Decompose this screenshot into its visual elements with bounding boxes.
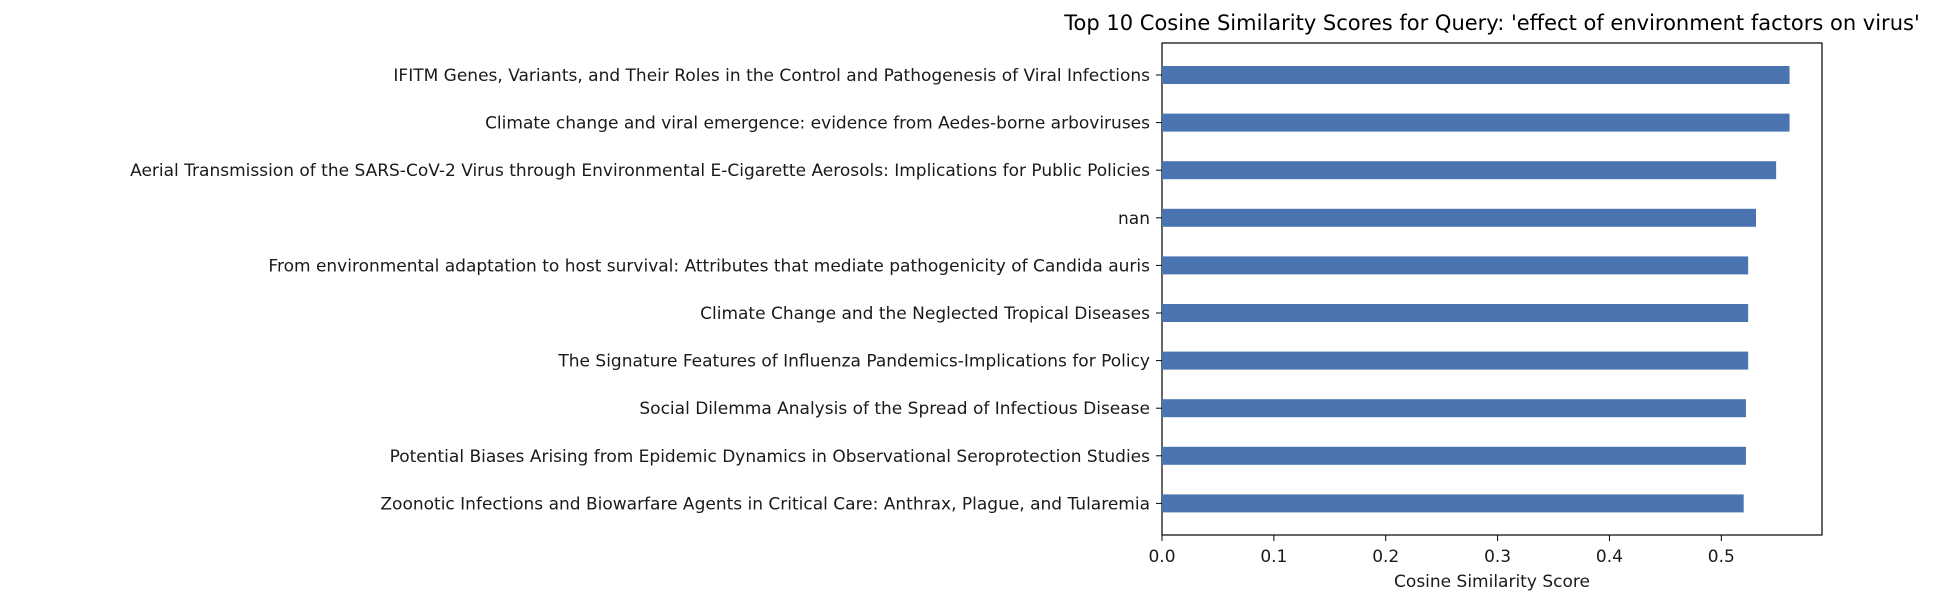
bar-7 <box>1162 399 1746 418</box>
x-tick-label: 0.3 <box>1484 547 1511 567</box>
bar-4 <box>1162 256 1749 275</box>
y-tick-label: Potential Biases Arising from Epidemic D… <box>390 447 1151 467</box>
x-axis-ticks: 0.0 0.1 0.2 0.3 0.4 0.5 <box>1148 535 1735 567</box>
y-tick-label: IFITM Genes, Variants, and Their Roles i… <box>393 66 1150 86</box>
bar-2 <box>1162 161 1777 180</box>
x-tick-label: 0.2 <box>1372 547 1399 567</box>
y-axis-ticks: IFITM Genes, Variants, and Their Roles i… <box>130 66 1162 514</box>
bar-9 <box>1162 494 1744 513</box>
y-tick-label: From environmental adaptation to host su… <box>268 256 1150 276</box>
bars <box>1162 66 1790 513</box>
y-tick-label: Social Dilemma Analysis of the Spread of… <box>639 399 1150 419</box>
bar-0 <box>1162 66 1790 84</box>
x-tick-label: 0.1 <box>1260 547 1287 567</box>
bar-1 <box>1162 113 1790 132</box>
y-tick-label: Climate change and viral emergence: evid… <box>485 114 1150 134</box>
bar-8 <box>1162 446 1746 465</box>
y-tick-label: nan <box>1118 209 1150 229</box>
chart-title: Top 10 Cosine Similarity Scores for Quer… <box>1063 11 1919 35</box>
bar-5 <box>1162 304 1749 322</box>
x-tick-label: 0.4 <box>1596 547 1623 567</box>
y-tick-label: Aerial Transmission of the SARS-CoV-2 Vi… <box>130 161 1150 181</box>
plot-frame <box>1161 42 1823 536</box>
bar-3 <box>1162 208 1756 227</box>
y-tick-label: Climate Change and the Neglected Tropica… <box>700 304 1150 324</box>
y-tick-label: The Signature Features of Influenza Pand… <box>557 352 1150 372</box>
x-tick-label: 0.0 <box>1148 547 1175 567</box>
bar-6 <box>1162 351 1749 370</box>
x-tick-label: 0.5 <box>1708 547 1735 567</box>
y-tick-label: Zoonotic Infections and Biowarfare Agent… <box>380 494 1150 514</box>
x-axis-label: Cosine Similarity Score <box>1394 572 1590 592</box>
